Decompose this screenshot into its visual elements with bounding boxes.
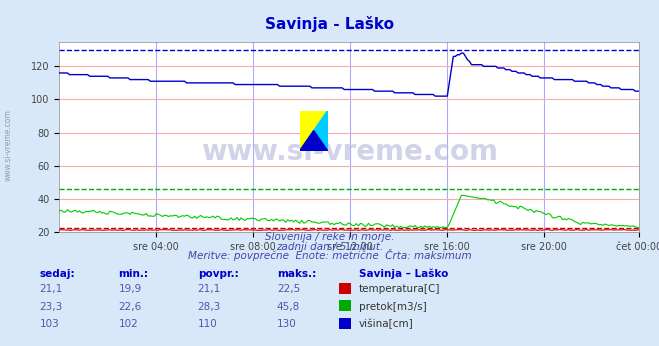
- Text: www.si-vreme.com: www.si-vreme.com: [201, 138, 498, 166]
- Text: Meritve: povprečne  Enote: metrične  Črta: maksimum: Meritve: povprečne Enote: metrične Črta:…: [188, 249, 471, 261]
- Text: temperatura[C]: temperatura[C]: [359, 284, 441, 294]
- Text: zadnji dan / 5 minut.: zadnji dan / 5 minut.: [276, 242, 383, 252]
- Text: Savinja - Laško: Savinja - Laško: [265, 16, 394, 31]
- Text: 22,5: 22,5: [277, 284, 300, 294]
- Polygon shape: [300, 111, 328, 151]
- Text: 19,9: 19,9: [119, 284, 142, 294]
- Text: 23,3: 23,3: [40, 302, 63, 312]
- Polygon shape: [300, 111, 328, 151]
- Text: www.si-vreme.com: www.si-vreme.com: [3, 109, 13, 181]
- Text: 28,3: 28,3: [198, 302, 221, 312]
- Text: min.:: min.:: [119, 269, 149, 279]
- Text: Savinja – Laško: Savinja – Laško: [359, 268, 449, 279]
- Text: 130: 130: [277, 319, 297, 329]
- Text: 103: 103: [40, 319, 59, 329]
- Text: 21,1: 21,1: [198, 284, 221, 294]
- Text: 21,1: 21,1: [40, 284, 63, 294]
- Text: 110: 110: [198, 319, 217, 329]
- Text: sedaj:: sedaj:: [40, 269, 75, 279]
- Text: povpr.:: povpr.:: [198, 269, 239, 279]
- Text: 45,8: 45,8: [277, 302, 300, 312]
- Text: višina[cm]: višina[cm]: [359, 319, 414, 329]
- Text: 102: 102: [119, 319, 138, 329]
- Text: maks.:: maks.:: [277, 269, 316, 279]
- Polygon shape: [300, 131, 328, 151]
- Text: Slovenija / reke in morje.: Slovenija / reke in morje.: [265, 233, 394, 243]
- Text: 22,6: 22,6: [119, 302, 142, 312]
- Text: pretok[m3/s]: pretok[m3/s]: [359, 302, 427, 312]
